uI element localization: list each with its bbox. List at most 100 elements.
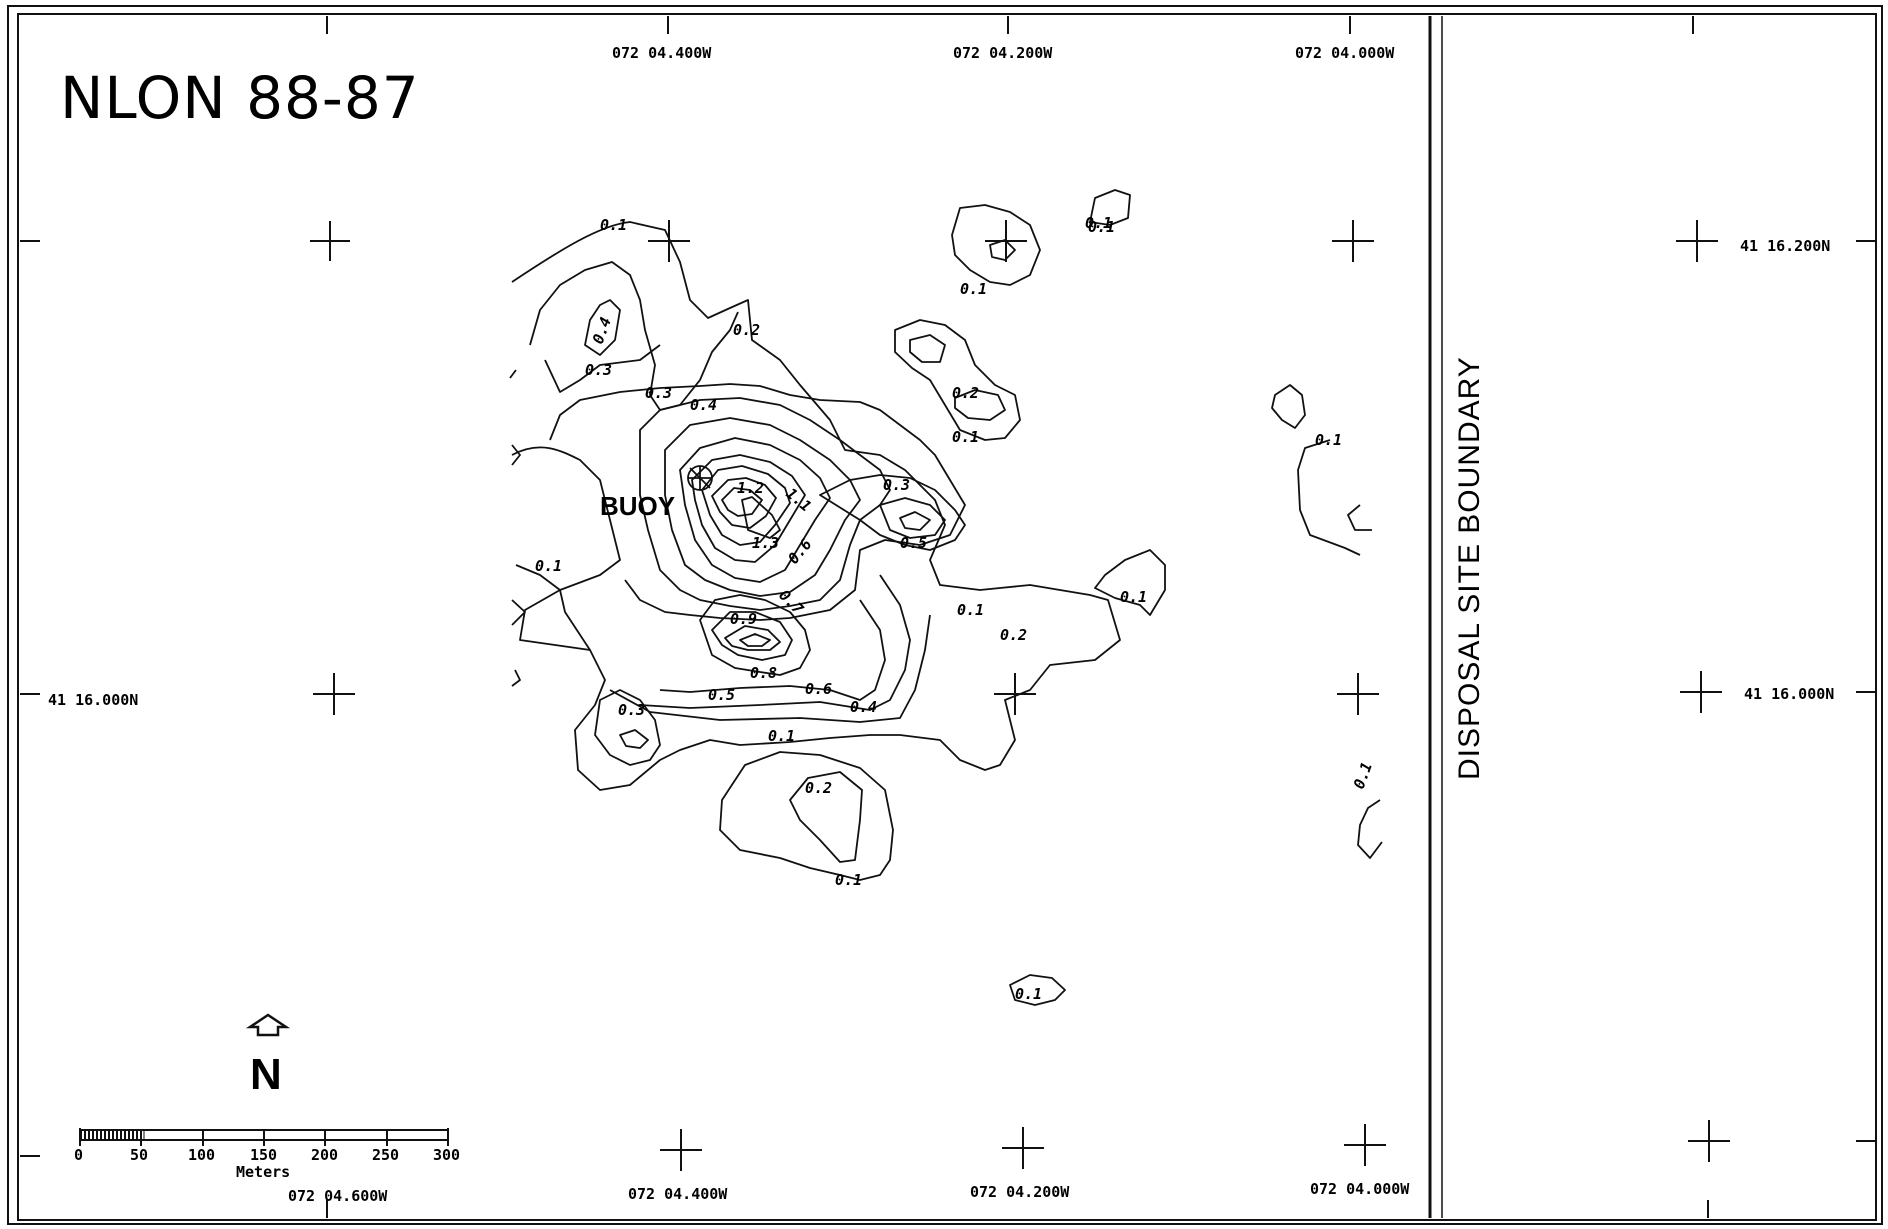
- contour-label: 0.1: [1015, 985, 1042, 1003]
- contour-line: [721, 487, 763, 517]
- longitude-label-bottom: 072 04.200W: [970, 1183, 1070, 1201]
- contour-line: [909, 334, 946, 363]
- map-title: NLON 88-87: [60, 64, 420, 132]
- contour-label: 0.1: [957, 601, 984, 619]
- contour-line: [989, 239, 1016, 261]
- grid-cross: [994, 673, 1036, 715]
- contour-line: [511, 221, 1121, 791]
- contour-label: 0.4: [690, 396, 717, 414]
- contour-line: [1271, 384, 1306, 429]
- grid-cross: [1344, 1124, 1386, 1166]
- grid-cross: [1676, 220, 1718, 262]
- contour-line: [511, 446, 621, 651]
- contour-label: 0.3: [645, 384, 672, 402]
- contour-label: 0.1: [835, 871, 862, 889]
- grid-crosses: [310, 220, 1730, 1171]
- contour-label: 0.1: [1350, 760, 1376, 792]
- contour-label: 1.3: [752, 534, 779, 552]
- contour-line: [951, 204, 1041, 286]
- contour-line: [894, 319, 1021, 441]
- contour-label: 0.5: [900, 534, 927, 552]
- contour-line: [724, 625, 781, 651]
- scale-tick-label: 0: [74, 1146, 83, 1164]
- contour-line: [511, 444, 521, 466]
- contour-line: [789, 771, 863, 863]
- contour-label: 0.1: [960, 280, 987, 298]
- contour-line: [899, 511, 931, 531]
- contour-line: [509, 369, 517, 379]
- longitude-label-top: 072 04.400W: [612, 44, 712, 62]
- contour-line: [719, 751, 894, 881]
- contour-line: [609, 614, 931, 723]
- buoy-label: BUOY: [600, 491, 675, 521]
- contour-line: [511, 669, 521, 687]
- grid-cross: [660, 1129, 702, 1171]
- contour-line: [1357, 799, 1383, 859]
- grid-cross: [648, 220, 690, 262]
- longitude-label-top: 072 04.200W: [953, 44, 1053, 62]
- contour-line: [529, 261, 739, 411]
- contour-line: [1347, 504, 1372, 531]
- grid-cross: [313, 673, 355, 715]
- contour-label: 0.1: [1120, 588, 1147, 606]
- contour-line: [691, 454, 806, 563]
- frame-ticks: [20, 16, 1876, 1218]
- contour-label: 0.2: [952, 384, 979, 402]
- contour-line: [1094, 549, 1166, 616]
- contour-label: 0.7: [775, 586, 807, 618]
- latitude-label-right: 41 16.000N: [1744, 685, 1834, 703]
- contour-line: [1009, 974, 1066, 1006]
- latitude-label-right: 41 16.200N: [1740, 237, 1830, 255]
- contour-line: [511, 599, 526, 626]
- contour-line: [659, 599, 886, 701]
- contour-label: 0.1: [768, 727, 795, 745]
- contour-label: 0.1: [1085, 214, 1112, 232]
- contour-label: 0.3: [618, 701, 645, 719]
- latitude-label-left: 41 16.000N: [48, 691, 138, 709]
- scale-unit-label: Meters: [236, 1163, 290, 1181]
- contour-label: 0.4: [589, 315, 615, 347]
- contour-label: 0.1: [1088, 218, 1115, 236]
- scale-tick-label: 150: [250, 1146, 277, 1164]
- contour-line: [711, 611, 793, 661]
- contour-line: [819, 474, 966, 551]
- grid-cross: [1332, 220, 1374, 262]
- scale-tick-label: 50: [130, 1146, 148, 1164]
- grid-cross: [1688, 1120, 1730, 1162]
- contour-label: 0.2: [805, 779, 832, 797]
- scale-tick-label: 100: [188, 1146, 215, 1164]
- contour-line: [639, 574, 911, 711]
- contour-line: [639, 397, 891, 611]
- north-arrow-icon: [245, 1013, 291, 1037]
- contour-line: [544, 344, 661, 393]
- contour-label: 0.9: [730, 610, 757, 628]
- contour-line: [594, 689, 661, 766]
- scale-tick-label: 300: [433, 1146, 460, 1164]
- contour-line: [711, 477, 777, 529]
- contour-line: [701, 465, 791, 546]
- longitude-label-bottom: 072 04.000W: [1310, 1180, 1410, 1198]
- contour-label: 0.2: [1000, 626, 1027, 644]
- longitude-label-bottom: 072 04.600W: [288, 1187, 388, 1205]
- grid-cross: [1002, 1127, 1044, 1169]
- contour-label: 1.2: [737, 479, 764, 497]
- scale-tick-label: 200: [311, 1146, 338, 1164]
- contour-label: 0.5: [708, 686, 735, 704]
- contour-label: 0.6: [805, 680, 832, 698]
- contour-line: [619, 729, 649, 749]
- contour-label: 0.1: [600, 216, 627, 234]
- map-frame-outer: [7, 5, 1883, 1225]
- grid-cross: [310, 221, 350, 261]
- map-frame-inner: [17, 13, 1877, 1221]
- contour-line: [664, 417, 861, 597]
- contour-line: [699, 594, 811, 676]
- north-label: N: [250, 1050, 282, 1099]
- contour-label: 0.1: [535, 557, 562, 575]
- contour-lines: [509, 189, 1383, 1006]
- contour-label: 0.3: [585, 361, 612, 379]
- grid-cross: [1337, 673, 1379, 715]
- contour-label: 0.1: [1315, 431, 1342, 449]
- contour-line: [739, 633, 771, 647]
- scale-bar: 0 50 100 150 200 250 300 Meters: [74, 1128, 460, 1181]
- contour-line: [954, 389, 1006, 421]
